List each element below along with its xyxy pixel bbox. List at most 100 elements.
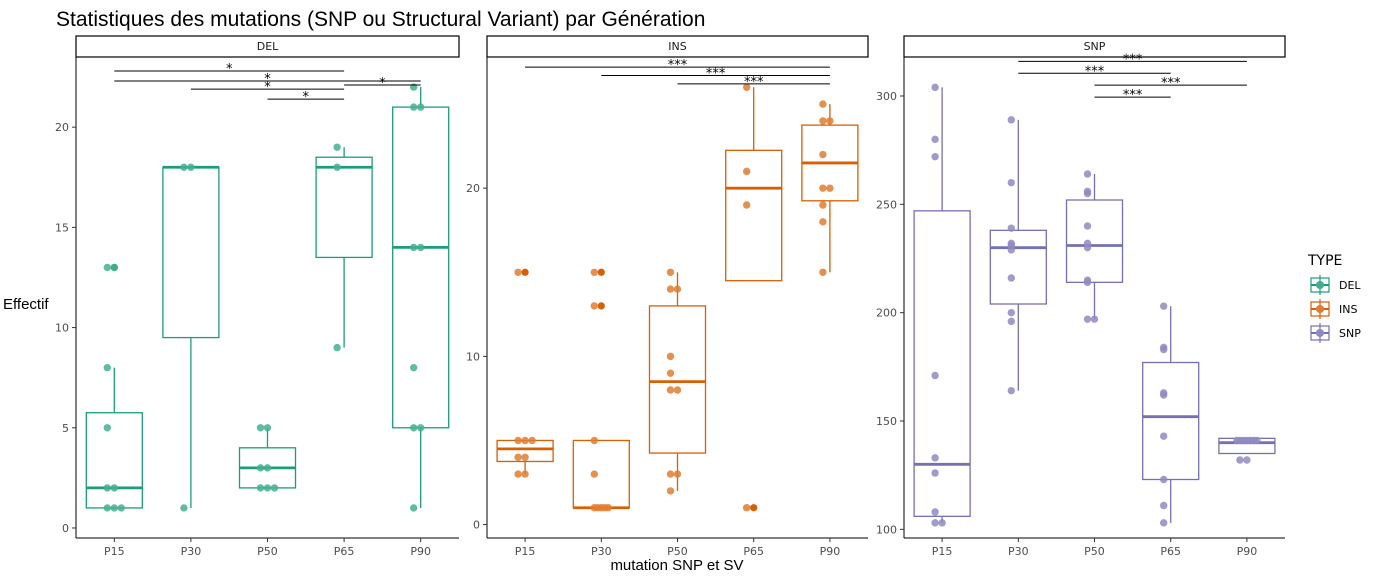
box-ins-p30 <box>572 268 630 510</box>
data-point <box>1083 315 1092 323</box>
data-point <box>514 436 522 445</box>
data-point <box>743 504 751 512</box>
significance-label: *** <box>1123 52 1143 67</box>
x-axis-title: mutation SNP et SV <box>610 557 743 574</box>
box-del-p65 <box>315 147 373 348</box>
outlier-point <box>750 504 758 512</box>
data-point <box>1007 178 1015 187</box>
outlier-point <box>597 302 605 310</box>
data-point <box>110 484 119 492</box>
box-body <box>392 106 450 429</box>
significance-label: *** <box>1161 76 1181 91</box>
data-point <box>594 504 602 512</box>
data-point <box>410 103 418 111</box>
data-point <box>931 519 939 527</box>
data-point <box>1007 274 1015 282</box>
box-del-p90 <box>392 87 450 508</box>
data-point <box>1007 116 1015 124</box>
data-point <box>117 504 126 512</box>
strip-label-snp: SNP <box>1084 40 1106 53</box>
data-point <box>819 268 827 276</box>
significance-label: *** <box>1123 88 1143 103</box>
strip-label-ins: INS <box>668 40 686 53</box>
data-point <box>819 100 827 108</box>
data-point <box>263 484 272 492</box>
box-snp-p30 <box>989 119 1047 391</box>
x-tick-label: P90 <box>820 545 841 558</box>
data-point <box>187 163 195 171</box>
x-tick-label: P90 <box>410 545 431 558</box>
data-point <box>819 150 827 159</box>
x-tick-label: P30 <box>181 545 202 558</box>
box-body <box>1142 361 1200 481</box>
legend: TYPE DEL INS SNP <box>1307 253 1361 343</box>
data-point <box>938 519 946 527</box>
x-tick-label: P65 <box>1160 545 1181 558</box>
y-tick-label: 300 <box>876 90 897 103</box>
data-point <box>256 484 265 492</box>
x-tick-label: P15 <box>104 545 125 558</box>
data-point <box>1007 239 1015 248</box>
data-point <box>590 470 598 478</box>
box-del-p50 <box>238 427 297 489</box>
y-tick-label: 0 <box>62 522 69 535</box>
data-point <box>931 135 939 144</box>
data-point <box>103 424 112 432</box>
data-point <box>666 352 675 361</box>
data-point <box>514 453 522 461</box>
data-point <box>417 103 425 111</box>
data-point <box>590 268 598 276</box>
box-body <box>572 439 630 509</box>
data-point <box>819 117 827 125</box>
box-body <box>725 149 783 282</box>
box-ins-p65 <box>725 87 783 512</box>
x-tick-label: P90 <box>1237 545 1258 558</box>
significance-label: * <box>303 90 310 105</box>
box-body <box>162 166 220 339</box>
y-tick-label: 10 <box>55 322 69 335</box>
data-point <box>1160 389 1168 397</box>
box-body <box>315 156 373 259</box>
box-del-p30 <box>162 165 220 508</box>
data-point <box>410 83 418 91</box>
data-point <box>417 243 425 252</box>
data-point <box>1160 519 1168 527</box>
legend-key-point <box>1316 281 1324 289</box>
legend-entry-snp: SNP <box>1310 323 1361 343</box>
data-point <box>1083 170 1092 178</box>
y-tick-label: 20 <box>466 182 480 195</box>
data-point <box>931 508 939 516</box>
box-body <box>913 210 971 517</box>
data-point <box>110 263 119 272</box>
y-tick-label: 20 <box>55 121 69 134</box>
x-tick-label: P65 <box>334 545 355 558</box>
significance-label: *** <box>1085 64 1105 79</box>
data-point <box>1160 475 1168 484</box>
data-point <box>263 464 272 472</box>
data-point <box>263 424 272 432</box>
box-snp-p15 <box>913 87 971 523</box>
data-point <box>1236 456 1244 464</box>
data-point <box>103 263 112 272</box>
data-point <box>590 436 598 445</box>
data-point <box>180 504 188 512</box>
x-tick-label: P15 <box>932 545 953 558</box>
data-point <box>601 504 609 512</box>
data-point <box>743 83 751 91</box>
data-point <box>521 470 529 478</box>
outlier-point <box>597 268 605 276</box>
legend-label-ins: INS <box>1339 303 1357 316</box>
data-point <box>333 163 341 171</box>
y-tick-label: 100 <box>876 523 897 536</box>
data-point <box>1233 436 1241 445</box>
data-point <box>666 268 675 276</box>
box-body <box>989 229 1047 305</box>
significance-label: * <box>226 62 233 77</box>
data-point <box>1007 317 1015 326</box>
data-point <box>931 454 939 462</box>
data-point <box>826 117 834 125</box>
data-point <box>1160 302 1168 310</box>
strip-ins <box>486 35 869 58</box>
